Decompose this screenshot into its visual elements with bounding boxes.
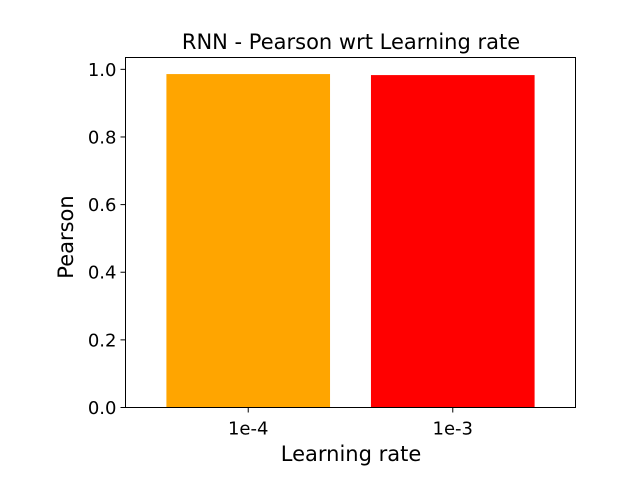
chart-title: RNN - Pearson wrt Learning rate (182, 30, 520, 54)
y-tick-label: 0.0 (88, 398, 117, 419)
x-axis: 1e-4 1e-3 (228, 407, 473, 440)
y-tick-label: 1.0 (88, 60, 117, 81)
bar-1e-4 (166, 74, 331, 408)
y-axis-label: Pearson (54, 195, 78, 278)
plot-frame (125, 57, 576, 408)
y-tick-label: 0.6 (88, 195, 117, 216)
bar-1e-3 (370, 75, 535, 408)
y-axis: 0.0 0.2 0.4 0.6 0.8 1.0 (88, 60, 126, 419)
y-tick-label: 0.4 (88, 263, 117, 284)
x-tick-label: 1e-3 (433, 419, 473, 440)
y-tick-label: 0.8 (88, 127, 117, 148)
bars-group (166, 74, 535, 408)
x-axis-label: Learning rate (281, 442, 422, 466)
y-tick-label: 0.2 (88, 330, 117, 351)
x-tick-label: 1e-4 (228, 419, 268, 440)
